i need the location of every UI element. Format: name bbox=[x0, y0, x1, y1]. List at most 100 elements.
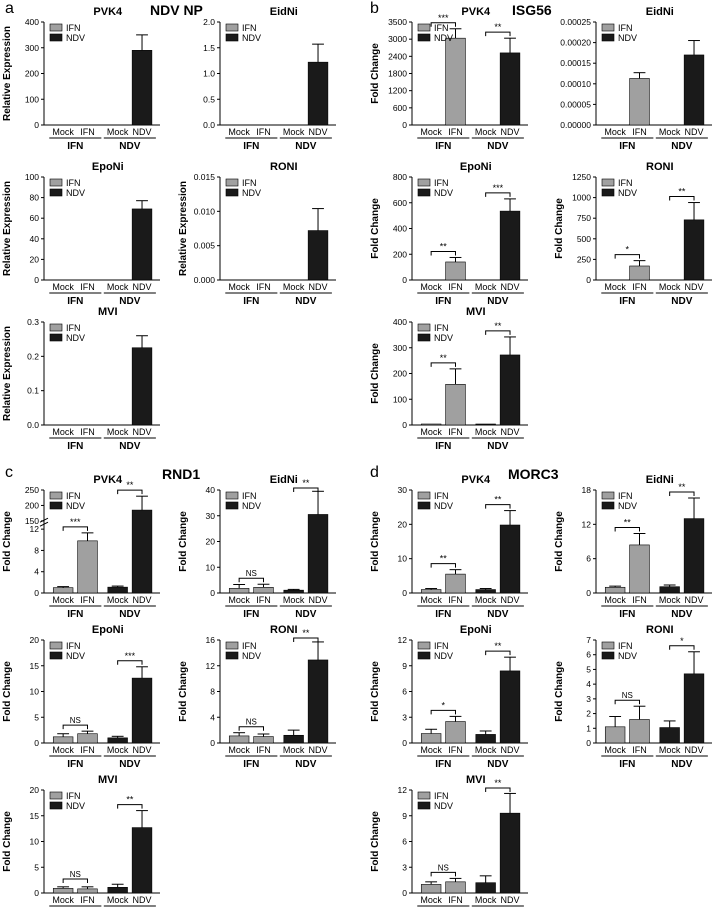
legend-label: NDV bbox=[242, 651, 261, 661]
significance-label: ** bbox=[440, 554, 448, 564]
category-label: IFN bbox=[448, 427, 463, 437]
panel-letter-c: c bbox=[5, 464, 13, 481]
legend-label: IFN bbox=[618, 178, 633, 188]
chart-a-pvk4: PVK4 Relative Expression 0 100 200 300 400 Mock… bbox=[2, 6, 160, 152]
bar bbox=[307, 514, 329, 594]
bar bbox=[77, 888, 98, 894]
significance-bracket bbox=[293, 487, 319, 492]
y-tick-label: 6 bbox=[402, 837, 407, 847]
category-label: NDV bbox=[685, 282, 704, 292]
category-label: NDV bbox=[133, 127, 152, 137]
legend-swatch bbox=[601, 33, 615, 42]
y-tick-label: 40 bbox=[30, 234, 40, 244]
legend-label: IFN bbox=[434, 323, 449, 333]
bar bbox=[629, 719, 650, 744]
category-label: Mock bbox=[420, 895, 442, 905]
significance-bracket bbox=[117, 489, 143, 495]
y-tick-label: 0 bbox=[402, 420, 407, 430]
legend-swatch bbox=[49, 641, 63, 650]
category-label: Mock bbox=[107, 427, 129, 437]
group-label: IFN bbox=[619, 141, 635, 152]
legend-swatch bbox=[225, 501, 239, 510]
legend-swatch bbox=[225, 491, 239, 500]
y-tick-label: 200 bbox=[25, 500, 39, 510]
significance-bracket bbox=[430, 563, 456, 568]
y-tick-label: 20 bbox=[206, 537, 216, 547]
significance-bracket bbox=[669, 196, 695, 201]
bar bbox=[445, 384, 466, 426]
chart-d-roni: RONI Fold Change 0 1 2 3 4 5 6 7 NS * Mock IFN Mock NDV… bbox=[554, 624, 712, 770]
category-label: NDV bbox=[501, 427, 520, 437]
legend-swatch bbox=[49, 651, 63, 660]
significance-bracket bbox=[614, 254, 640, 259]
chart-title: RONI bbox=[270, 161, 298, 173]
group-label: IFN bbox=[67, 759, 83, 770]
significance-bracket bbox=[485, 650, 511, 656]
bar bbox=[228, 735, 250, 744]
y-axis-label: Fold Change bbox=[370, 343, 381, 404]
significance-label: NS bbox=[438, 863, 449, 872]
panel-letter-d: d bbox=[370, 464, 379, 481]
significance-bracket bbox=[62, 724, 88, 730]
category-label: Mock bbox=[228, 595, 250, 605]
bar bbox=[420, 589, 442, 594]
bar bbox=[683, 673, 705, 744]
significance-label: ** bbox=[624, 517, 632, 527]
category-label: IFN bbox=[256, 595, 271, 605]
chart-d-pvk4: PVK4 Fold Change 0 10 20 30 ** ** Mock IFN Mock NDV… bbox=[370, 474, 528, 620]
legend-label: NDV bbox=[618, 33, 637, 43]
legend-label: IFN bbox=[242, 641, 257, 651]
category-label: Mock bbox=[604, 745, 626, 755]
significance-label: * bbox=[680, 636, 684, 646]
category-label: Mock bbox=[475, 427, 497, 437]
y-tick-label: 100 bbox=[25, 172, 39, 182]
y-tick-label: 0 bbox=[34, 888, 39, 898]
legend-label: NDV bbox=[66, 651, 85, 661]
significance-label: * bbox=[626, 245, 630, 255]
legend-swatch bbox=[225, 651, 239, 660]
y-tick-label: 200 bbox=[393, 249, 407, 259]
chart-title: MVI bbox=[466, 774, 486, 786]
group-label: IFN bbox=[435, 609, 451, 620]
bar bbox=[683, 518, 705, 594]
chart-c-eponi: EpoNi Fold Change 0 5 10 15 20 NS *** Mock IFN Mock… bbox=[2, 624, 160, 770]
legend-label: NDV bbox=[434, 501, 453, 511]
significance-bracket bbox=[485, 192, 511, 197]
legend-swatch bbox=[49, 188, 63, 197]
y-tick-label: 16 bbox=[206, 635, 216, 645]
y-axis-label: Relative Expression bbox=[2, 181, 13, 276]
panel-letter-b: b bbox=[370, 0, 379, 17]
y-tick-label: 0 bbox=[402, 275, 407, 285]
category-label: NDV bbox=[133, 595, 152, 605]
y-tick-label: 1200 bbox=[388, 86, 407, 96]
y-tick-label: 0 bbox=[402, 120, 407, 130]
group-label: IFN bbox=[243, 759, 259, 770]
chart-b-pvk4: PVK4 Fold Change 0 600 1200 1800 2400 3000 3500 *… bbox=[370, 6, 528, 152]
bar bbox=[420, 423, 442, 426]
bar bbox=[499, 524, 521, 594]
group-label: IFN bbox=[435, 441, 451, 452]
y-tick-label: 1800 bbox=[388, 69, 407, 79]
category-label: IFN bbox=[448, 127, 463, 137]
y-axis-label: Fold Change bbox=[370, 661, 381, 722]
y-axis-label: Relative Expression bbox=[2, 326, 13, 421]
significance-label: *** bbox=[493, 183, 504, 193]
y-tick-label: 250 bbox=[25, 485, 39, 495]
bar bbox=[499, 670, 521, 744]
category-label: Mock bbox=[659, 127, 681, 137]
legend-label: NDV bbox=[242, 188, 261, 198]
y-tick-label: 12 bbox=[398, 635, 408, 645]
legend-swatch bbox=[49, 791, 63, 800]
bar bbox=[52, 736, 74, 744]
group-label: NDV bbox=[295, 141, 316, 152]
category-label: NDV bbox=[501, 282, 520, 292]
category-label: Mock bbox=[52, 595, 74, 605]
category-label: IFN bbox=[256, 745, 271, 755]
y-axis-label: Fold Change bbox=[370, 198, 381, 259]
group-label: NDV bbox=[119, 609, 140, 620]
legend-label: IFN bbox=[618, 23, 633, 33]
y-tick-label: 0 bbox=[402, 738, 407, 748]
bar bbox=[499, 354, 521, 426]
